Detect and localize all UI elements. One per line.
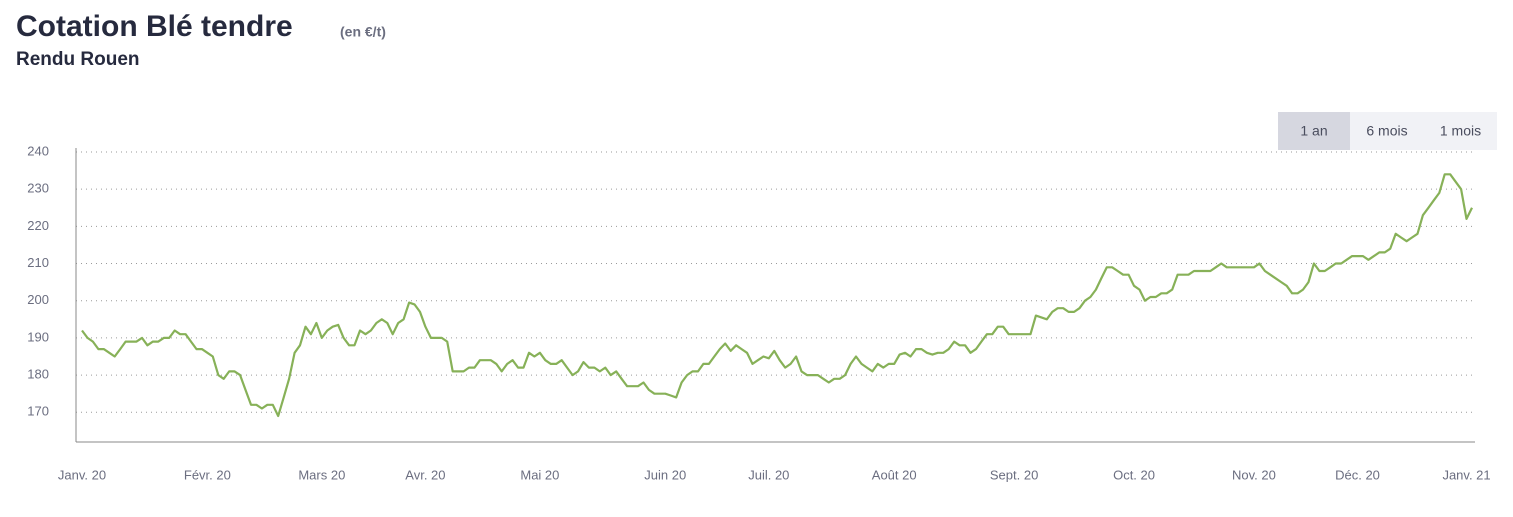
x-tick-label: Déc. 20 <box>1335 467 1380 482</box>
y-tick-label: 190 <box>27 329 49 344</box>
price-line <box>81 173 1473 418</box>
x-tick-label: Nov. 20 <box>1232 467 1276 482</box>
x-tick-label: Janv. 21 <box>1442 467 1490 482</box>
y-tick-label: 230 <box>27 181 49 196</box>
x-tick-label: Mai 20 <box>520 467 559 482</box>
x-tick-label: Févr. 20 <box>184 467 231 482</box>
range-button[interactable]: 1 mois <box>1424 112 1497 150</box>
button-label: 1 mois <box>1440 123 1481 139</box>
x-tick-label: Sept. 20 <box>990 467 1038 482</box>
x-tick-label: Juin 20 <box>644 467 686 482</box>
y-tick-label: 220 <box>27 218 49 233</box>
range-buttons: 1 an 6 mois 1 mois <box>1278 112 1497 150</box>
y-tick-label: 170 <box>27 404 49 419</box>
button-bg <box>1350 112 1424 150</box>
range-button[interactable]: 6 mois <box>1350 112 1424 150</box>
chart-title: Cotation Blé tendre <box>16 10 293 43</box>
range-button[interactable]: 1 an <box>1278 112 1350 150</box>
x-tick-label: Janv. 20 <box>58 467 106 482</box>
x-tick-label: Mars 20 <box>298 467 345 482</box>
unit: (en €/t) <box>340 24 386 40</box>
y-tick-label: 180 <box>27 367 49 382</box>
x-tick-label: Juil. 20 <box>748 467 789 482</box>
x-tick-label: Août 20 <box>872 467 917 482</box>
y-tick-label: 240 <box>27 143 49 158</box>
button-label: 1 an <box>1300 123 1327 139</box>
y-tick-label: 210 <box>27 255 49 270</box>
subtitle: Rendu Rouen <box>16 49 140 70</box>
button-bg <box>1424 112 1497 150</box>
y-tick-label: 200 <box>27 292 49 307</box>
x-tick-label: Oct. 20 <box>1113 467 1155 482</box>
x-tick-label: Avr. 20 <box>405 467 445 482</box>
button-label: 6 mois <box>1366 123 1407 139</box>
button-bg <box>1278 112 1350 150</box>
